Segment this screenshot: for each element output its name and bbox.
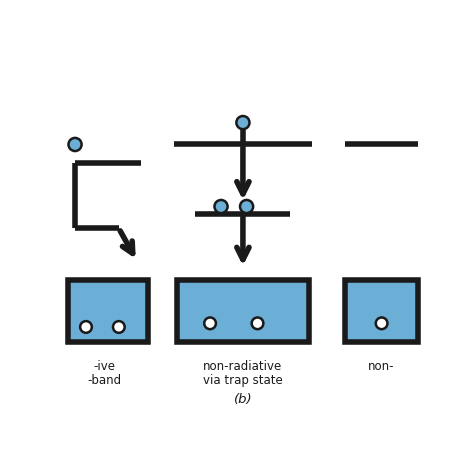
Circle shape bbox=[214, 200, 228, 213]
Circle shape bbox=[376, 318, 387, 329]
Circle shape bbox=[113, 321, 125, 333]
Text: -band: -band bbox=[87, 374, 121, 387]
Text: non-radiative: non-radiative bbox=[203, 360, 283, 373]
Circle shape bbox=[80, 321, 92, 333]
Circle shape bbox=[240, 200, 253, 213]
Circle shape bbox=[68, 138, 82, 151]
Text: -ive: -ive bbox=[93, 360, 115, 373]
Circle shape bbox=[204, 318, 216, 329]
Circle shape bbox=[237, 116, 249, 129]
Text: via trap state: via trap state bbox=[203, 374, 283, 387]
Circle shape bbox=[252, 318, 264, 329]
Bar bbox=[177, 280, 309, 342]
Text: non-: non- bbox=[368, 360, 395, 373]
Bar bbox=[345, 280, 418, 342]
Bar bbox=[68, 280, 148, 342]
Text: (b): (b) bbox=[234, 392, 252, 406]
